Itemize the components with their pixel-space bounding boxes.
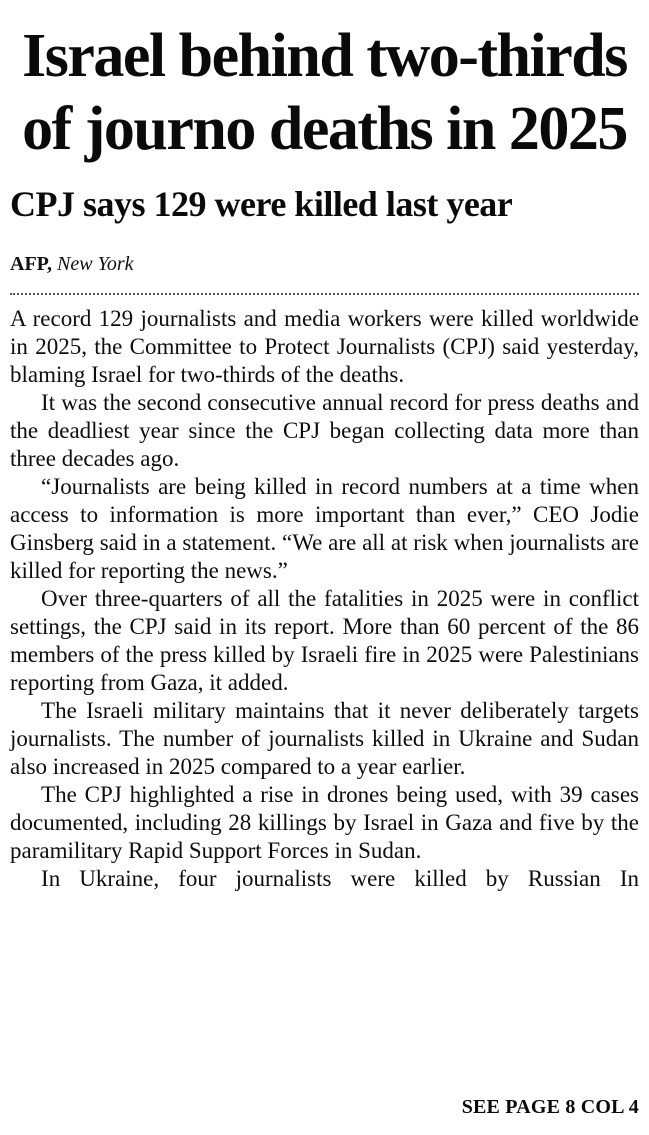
byline-location: New York	[57, 252, 134, 275]
article-paragraph: The Israeli military maintains that it n…	[10, 697, 639, 779]
byline-agency: AFP,	[10, 252, 53, 275]
dotted-divider	[10, 292, 639, 295]
article-body: A record 129 journalists and media worke…	[10, 305, 639, 893]
article-paragraph: The CPJ highlighted a rise in drones bei…	[10, 781, 639, 863]
article-paragraph: It was the second consecutive annual rec…	[10, 389, 639, 471]
article-paragraph: “Journalists are being killed in record …	[10, 473, 639, 583]
continuation-notice: SEE PAGE 8 COL 4	[461, 1096, 639, 1118]
article-paragraph: Over three-quarters of all the fatalitie…	[10, 585, 639, 695]
article-byline: AFP, New York	[10, 253, 639, 276]
article-subheadline: CPJ says 129 were killed last year	[10, 184, 513, 225]
article-paragraph: A record 129 journalists and media worke…	[10, 305, 639, 387]
article-paragraph: In Ukraine, four journalists were killed…	[41, 865, 639, 891]
article-headline: Israel behind two-thirds of journo death…	[22, 22, 628, 163]
